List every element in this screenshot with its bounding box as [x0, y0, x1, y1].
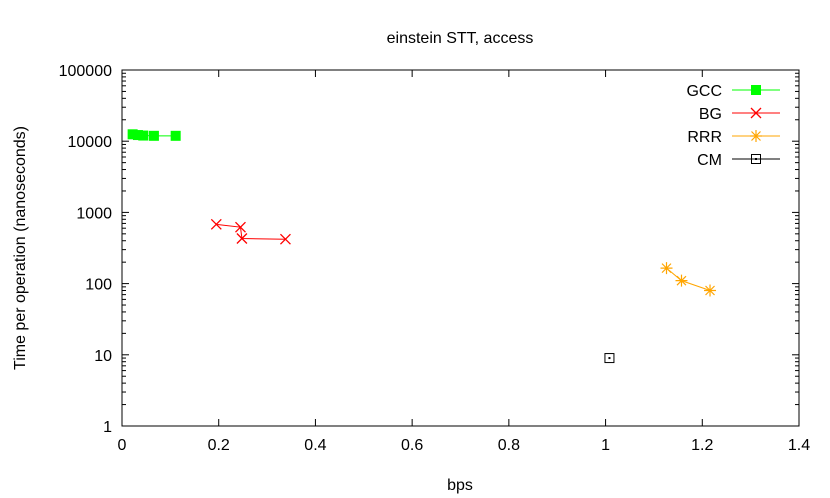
data-point-bg	[279, 233, 291, 245]
data-point-gcc	[138, 130, 149, 141]
plot-frame	[121, 69, 800, 427]
legend-entry-gcc: GCC	[686, 83, 780, 100]
series-bg	[210, 218, 291, 245]
x-tick-label: 0	[118, 437, 127, 454]
data-point-gcc	[148, 130, 159, 141]
legend-label: BG	[699, 106, 722, 123]
data-point-gcc	[127, 129, 138, 140]
data-point-bg	[210, 218, 222, 230]
y-tick-label: 10000	[68, 134, 113, 151]
legend-entry-bg: BG	[699, 106, 780, 123]
data-point-gcc	[170, 130, 181, 141]
x-axis-title: bps	[447, 477, 473, 494]
data-point-rrr	[704, 284, 717, 297]
data-point-bg	[236, 233, 248, 244]
x-tick-label: 1	[601, 437, 610, 454]
y-tick-label: 10	[94, 348, 112, 365]
x-tick-label: 0.4	[304, 437, 326, 454]
legend-entry-rrr: RRR	[687, 129, 780, 146]
axis-ticks: 0 0.2 0.4 0.6 0.8 1 1.2 1.4 1 10 100 1000 10000 10000…	[59, 63, 811, 454]
series-gcc	[127, 129, 181, 141]
data-point-rrr	[660, 262, 673, 275]
series-layer	[127, 129, 717, 364]
data-point-bg	[235, 221, 246, 233]
legend-marker	[751, 154, 761, 164]
y-tick-label: 100	[85, 277, 112, 294]
legend-entry-cm: CM	[697, 152, 780, 169]
legend: GCC BG RRR CM	[686, 83, 780, 169]
series-cm	[604, 353, 615, 364]
legend-label: GCC	[686, 83, 722, 100]
legend-marker	[750, 107, 762, 119]
x-tick-label: 0.8	[498, 437, 520, 454]
y-axis-title: Time per operation (nanoseconds)	[12, 126, 29, 370]
series-line-bg	[216, 223, 286, 240]
y-tick-label: 1	[103, 419, 112, 436]
data-point-gcc	[132, 130, 143, 141]
x-tick-label: 0.6	[401, 437, 423, 454]
series-line-rrr	[666, 267, 711, 291]
y-tick-label: 100000	[59, 63, 112, 80]
x-tick-label: 1.4	[788, 437, 810, 454]
chart-title: einstein STT, access	[387, 30, 534, 47]
series-rrr	[660, 262, 717, 297]
legend-marker	[750, 130, 762, 142]
data-point-cm	[604, 353, 615, 364]
x-tick-label: 1.2	[691, 437, 713, 454]
y-tick-label: 1000	[76, 205, 112, 222]
x-tick-label: 0.2	[208, 437, 230, 454]
data-point-rrr	[675, 274, 688, 287]
legend-marker	[751, 85, 761, 95]
legend-label: RRR	[687, 129, 722, 146]
legend-label: CM	[697, 152, 722, 169]
